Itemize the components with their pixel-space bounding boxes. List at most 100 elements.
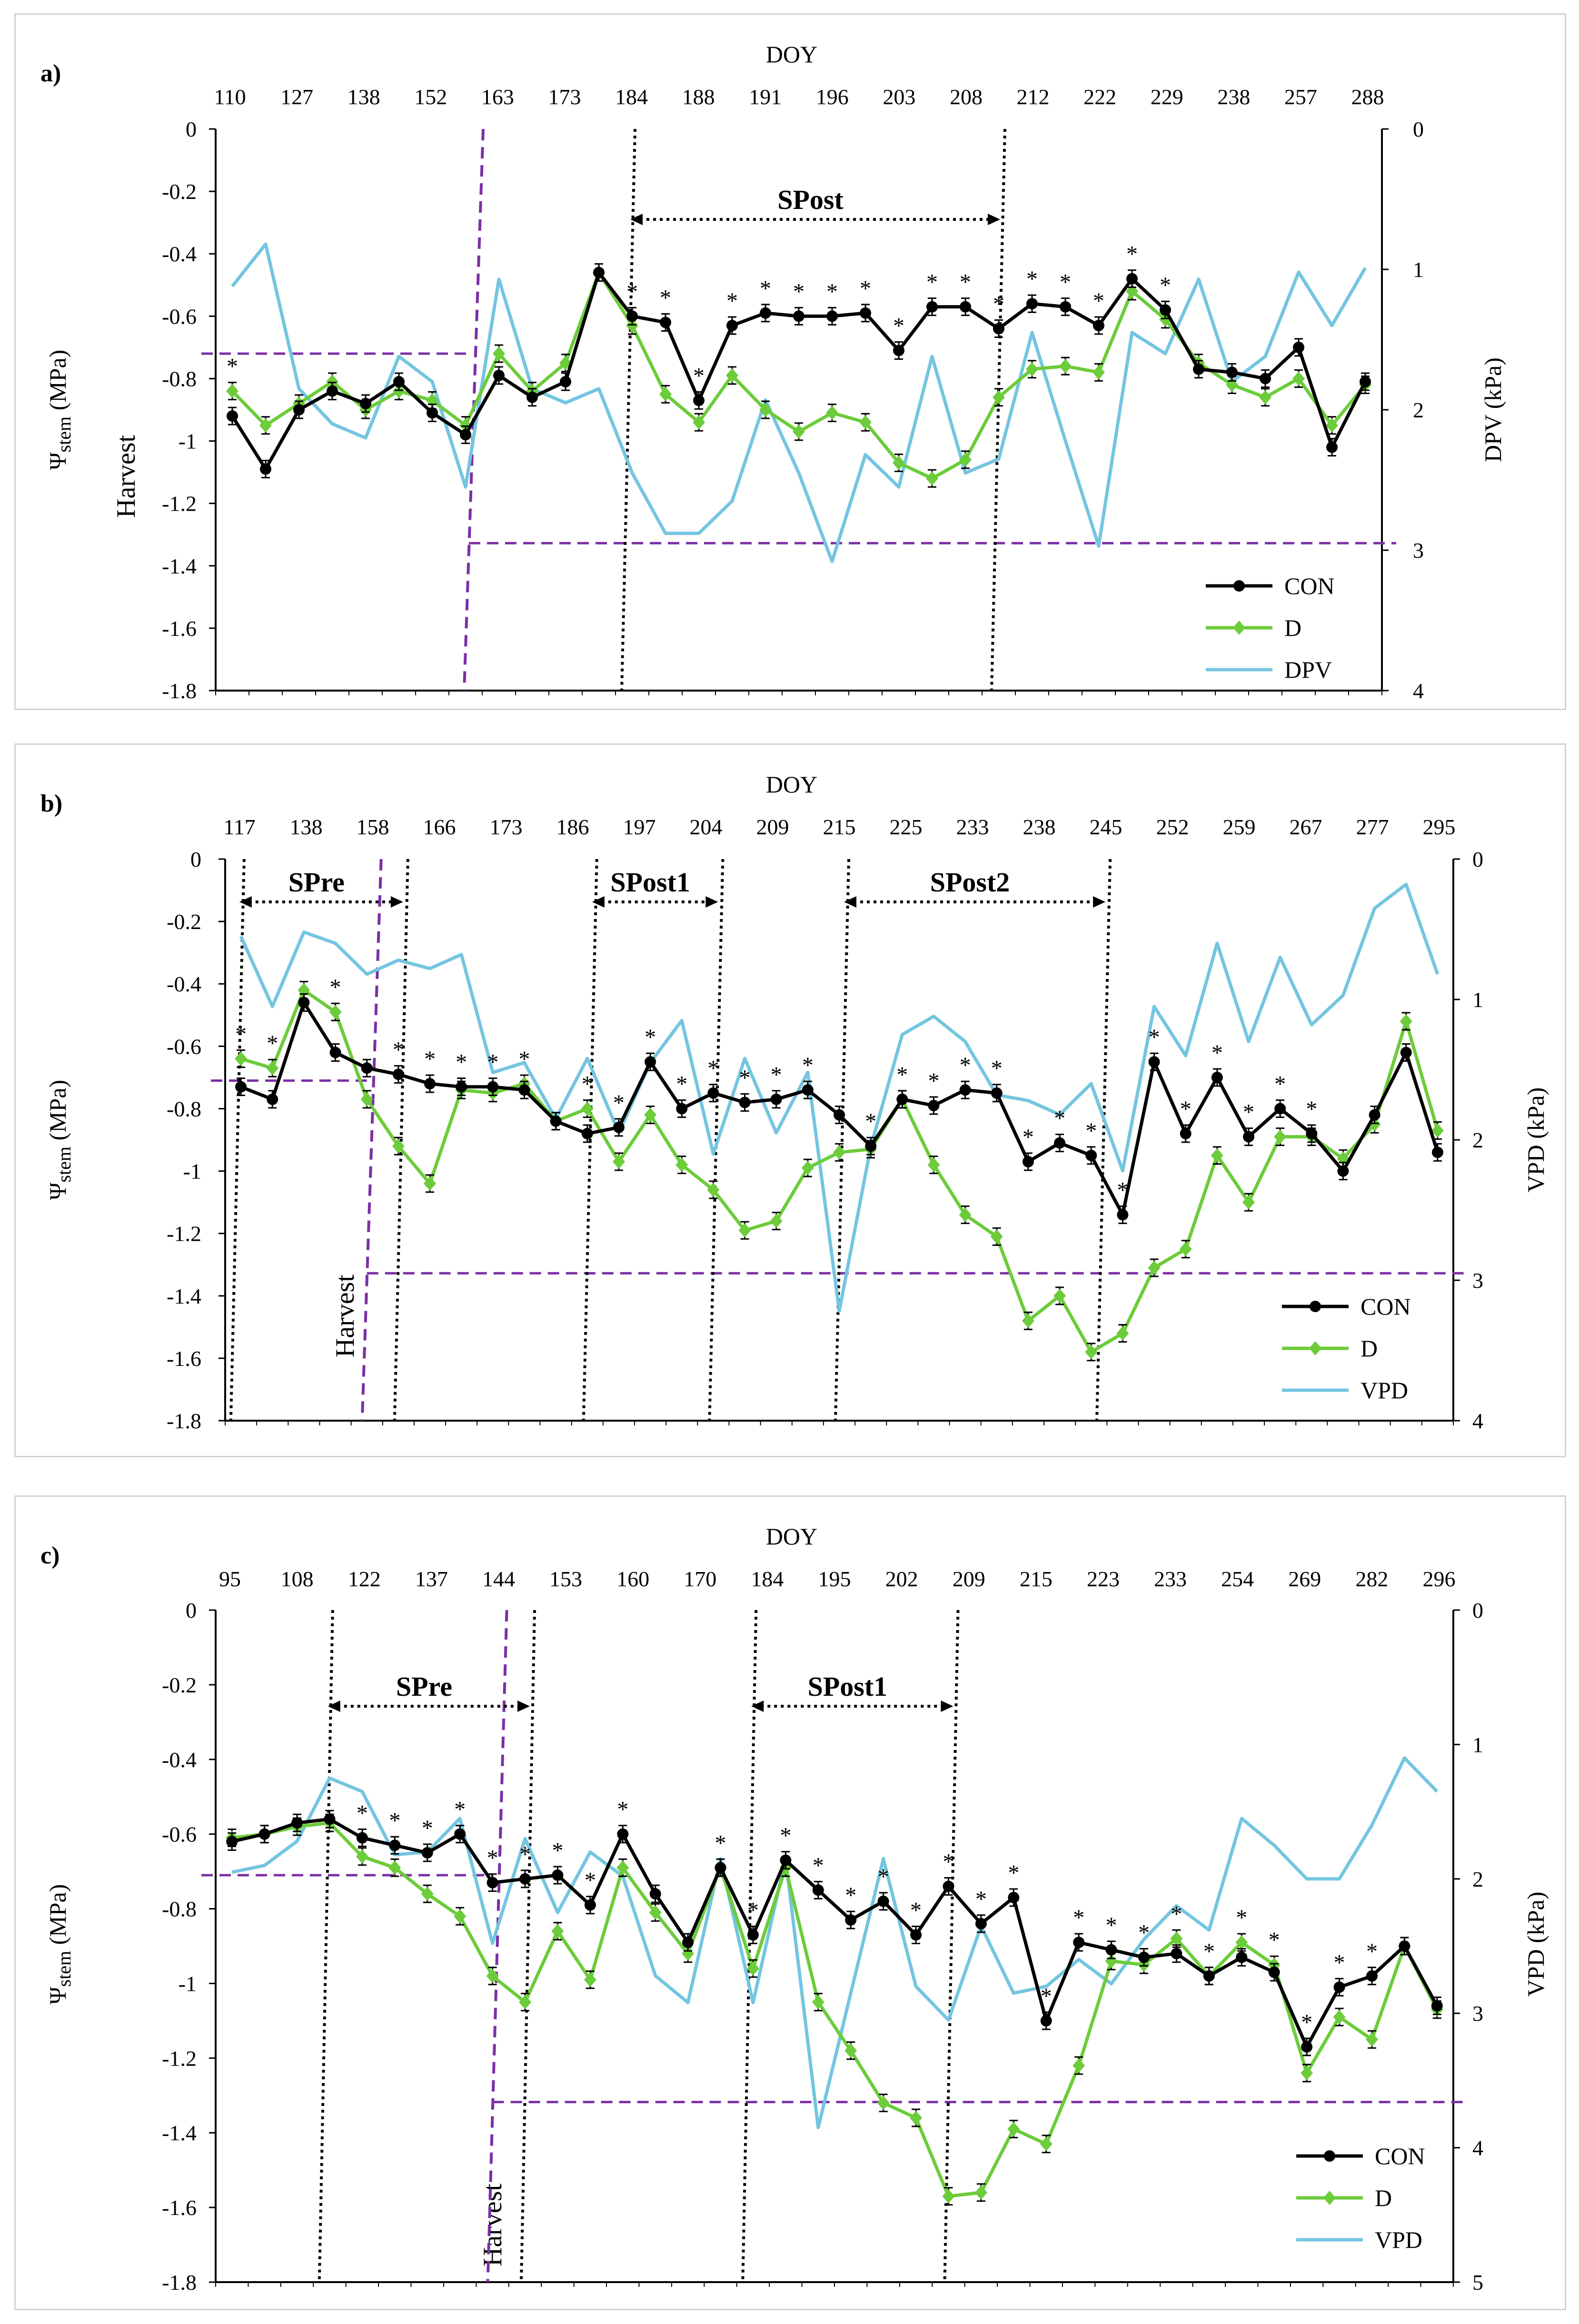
d-line-b: [240, 988, 1440, 1354]
left-tick-label-a: -0.8: [162, 366, 197, 391]
con-point-a: [493, 369, 505, 381]
legend-marker-con-b: [1310, 1301, 1321, 1312]
con-point-c: [1399, 1940, 1410, 1952]
con-point-b: [1369, 1109, 1380, 1121]
con-point-a: [393, 376, 405, 387]
right-tick-label-b: 3: [1472, 1268, 1483, 1293]
left-tick-label-c: -1: [179, 1971, 197, 1996]
con-point-b: [645, 1056, 656, 1068]
d-point-b: [1211, 1148, 1223, 1163]
d-point-c: [584, 1972, 596, 1987]
con-point-a: [1326, 441, 1338, 453]
d-point-a: [693, 415, 705, 430]
period-boundary-end-a: [990, 129, 1006, 691]
d-point-c: [877, 2096, 890, 2110]
con-point-c: [845, 1914, 857, 1926]
significance-asterisk-b: *: [896, 1062, 908, 1088]
legend-label-d-c: D: [1375, 2185, 1392, 2211]
con-point-c: [1268, 1966, 1280, 1978]
d-point-c: [486, 1968, 499, 1983]
con-point-b: [267, 1093, 278, 1105]
con-point-c: [389, 1839, 401, 1851]
d-point-b: [738, 1223, 751, 1238]
con-point-c: [1366, 1970, 1378, 1982]
significance-asterisk-c: *: [1269, 1928, 1280, 1953]
d-point-b: [1431, 1123, 1444, 1138]
doy-tick-label-b: 295: [1423, 815, 1456, 839]
y-axis-label-left-c: Ψstem (MPa): [44, 1884, 75, 2005]
doy-tick-label-c: 108: [281, 1567, 314, 1591]
significance-asterisk-a: *: [1026, 267, 1038, 292]
legend-marker-d-c: [1323, 2191, 1336, 2205]
d-point-b: [360, 1092, 373, 1107]
d-point-c: [551, 1924, 564, 1938]
left-tick-label-a: -1.2: [162, 492, 197, 516]
y-axis-label-right-b: VPD (kPa): [1522, 1088, 1549, 1193]
d-point-b: [1053, 1288, 1066, 1303]
doy-tick-label-b: 238: [1023, 815, 1056, 839]
period-boundary-start-c: [741, 1610, 758, 2283]
period-label-c: SPre: [396, 1671, 452, 1702]
con-point-a: [293, 404, 305, 415]
doy-tick-label-b: 204: [690, 815, 723, 839]
significance-asterisk-a: *: [826, 279, 838, 304]
d-point-c: [421, 1887, 434, 1901]
panel-a: a) DOY Harvest 0 -0.2 -0.4 -0.6 -0.8 -1 -1.2 -1…: [14, 13, 1566, 710]
significance-asterisk-b: *: [1180, 1097, 1192, 1122]
significance-asterisk-b: *: [330, 975, 341, 1000]
y-axis-label-right-a: DPV (kPa): [1480, 357, 1506, 462]
panel-b: b) DOY Harvest 0 -0.2 -0.4 -0.6 -0.8 -1 -1.2 -1…: [14, 743, 1566, 1457]
left-tick-label-b: -0.2: [167, 910, 201, 934]
con-point-b: [896, 1093, 908, 1105]
con-point-a: [926, 301, 938, 313]
left-tick-label-c: -0.8: [162, 1897, 197, 1921]
con-point-c: [943, 1880, 954, 1892]
doy-tick-label-a: 127: [280, 85, 313, 109]
con-point-a: [993, 323, 1004, 335]
con-point-c: [877, 1895, 889, 1907]
d-point-b: [707, 1182, 720, 1197]
con-point-b: [802, 1084, 814, 1096]
doy-tick-label-c: 137: [415, 1567, 448, 1591]
significance-asterisk-b: *: [582, 1071, 593, 1097]
period-label-b: SPre: [288, 867, 345, 898]
con-point-c: [715, 1862, 726, 1874]
d-point-c: [1301, 2066, 1313, 2080]
d-point-c: [1333, 2010, 1346, 2025]
con-point-b: [834, 1109, 845, 1121]
significance-asterisk-c: *: [715, 1830, 726, 1856]
con-point-b: [1306, 1127, 1318, 1139]
doy-tick-label-a: 191: [749, 85, 782, 109]
legend-label-dpv-a: DPV: [1284, 656, 1332, 683]
significance-asterisk-b: *: [707, 1056, 719, 1081]
significance-asterisk-b: *: [865, 1109, 876, 1134]
con-point-b: [1400, 1047, 1412, 1058]
con-point-a: [427, 407, 438, 419]
doy-tick-label-b: 252: [1156, 815, 1189, 839]
legend-marker-d-a: [1233, 621, 1245, 635]
con-point-a: [893, 345, 904, 356]
right-tick-label-c: 5: [1472, 2270, 1483, 2294]
significance-asterisk-b: *: [991, 1056, 1003, 1081]
left-tick-label-c: -1.4: [162, 2121, 197, 2145]
con-point-c: [584, 1899, 596, 1911]
significance-asterisk-a: *: [960, 270, 971, 295]
right-tick-label-a: 0: [1413, 117, 1424, 141]
d-point-b: [1400, 1014, 1412, 1028]
left-tick-label-a: -1.6: [162, 616, 197, 641]
con-point-b: [1211, 1071, 1223, 1083]
con-point-b: [1148, 1056, 1160, 1068]
d-point-a: [1292, 371, 1305, 386]
doy-title-b: DOY: [766, 771, 817, 798]
significance-asterisk-c: *: [585, 1868, 596, 1893]
right-tick-label-c: 4: [1472, 2136, 1483, 2160]
d-point-a: [726, 368, 738, 383]
significance-asterisk-b: *: [456, 1050, 467, 1075]
d-point-b: [959, 1207, 972, 1222]
significance-asterisk-b: *: [1212, 1040, 1223, 1066]
con-point-a: [327, 385, 338, 397]
period-label-c: SPost1: [808, 1671, 888, 1702]
significance-asterisk-c: *: [1301, 2010, 1312, 2035]
doy-tick-label-a: 238: [1217, 85, 1250, 109]
legend-label-vpd-b: VPD: [1361, 1377, 1408, 1404]
